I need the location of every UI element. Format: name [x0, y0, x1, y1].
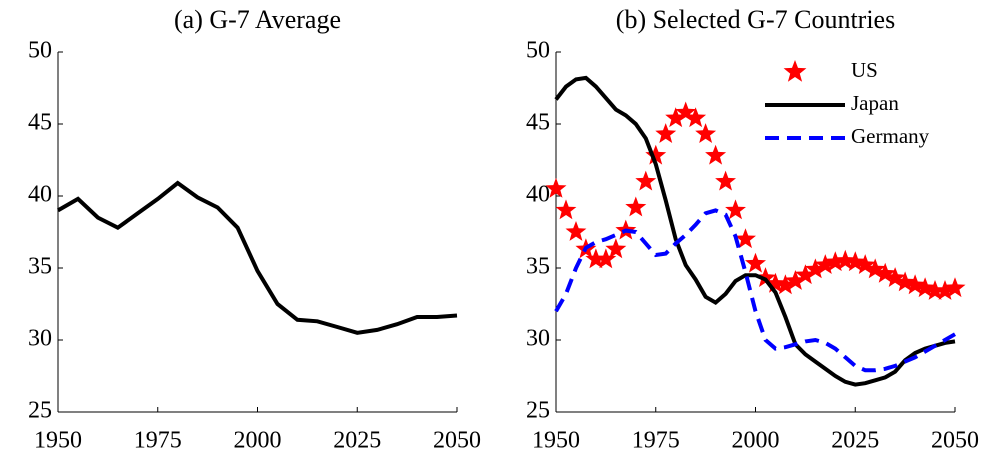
y-tick-label: 40: [526, 182, 550, 208]
star-marker: [804, 258, 826, 279]
star-marker: [775, 274, 796, 295]
chart-title: (a) G-7 Average: [174, 5, 341, 34]
y-tick-label: 45: [28, 110, 52, 136]
star-marker: [884, 267, 906, 287]
x-tick-label: 2050: [931, 428, 979, 454]
x-tick-label: 1975: [632, 428, 680, 454]
star-marker: [645, 144, 667, 165]
star-marker: [765, 272, 786, 293]
star-marker: [934, 280, 956, 300]
star-marker: [595, 248, 617, 269]
star-marker: [585, 248, 607, 269]
y-tick-label: 50: [526, 38, 550, 64]
star-marker: [814, 254, 836, 274]
star-marker: [924, 280, 946, 300]
star-marker: [844, 251, 866, 272]
x-tick-label: 2050: [433, 428, 481, 454]
y-tick-label: 40: [28, 182, 52, 208]
star-marker: [605, 238, 627, 259]
x-tick-label: 1950: [34, 428, 82, 454]
y-tick-label: 50: [28, 38, 52, 64]
y-tick-label: 30: [526, 326, 550, 352]
star-marker: [685, 107, 707, 128]
star-marker: [695, 123, 717, 143]
star-marker: [705, 144, 727, 165]
chart-title: (b) Selected G-7 Countries: [616, 5, 895, 34]
series-line: [554, 75, 956, 387]
star-marker: [665, 107, 687, 128]
star-marker: [715, 170, 736, 191]
x-tick-label: 2025: [333, 428, 381, 454]
x-tick-label: 2000: [234, 428, 282, 454]
star-marker: [675, 101, 697, 122]
y-tick-label: 45: [526, 110, 550, 136]
star-marker: [745, 252, 766, 273]
legend-label: US: [851, 58, 878, 82]
star-marker: [914, 277, 936, 298]
y-tick-label: 30: [28, 326, 52, 352]
y-tick-label: 25: [526, 398, 550, 424]
x-tick-label: 2025: [831, 428, 879, 454]
legend-label: Germany: [851, 124, 930, 148]
star-marker: [635, 170, 657, 191]
star-marker: [725, 199, 746, 220]
star-marker: [904, 274, 926, 295]
x-tick-label: 1950: [532, 428, 580, 454]
star-marker: [824, 251, 846, 272]
star-marker: [625, 196, 647, 217]
star-marker: [784, 270, 806, 290]
star-marker: [874, 262, 896, 283]
star-marker: [755, 267, 776, 287]
series-line: [57, 180, 458, 335]
x-tick-label: 2000: [732, 428, 780, 454]
star-marker: [735, 228, 756, 249]
x-tick-label: 1975: [134, 428, 182, 454]
star-marker: [794, 264, 816, 285]
star-marker: [944, 277, 966, 298]
y-tick-label: 35: [28, 254, 52, 280]
legend-marker: [783, 60, 807, 82]
legend-label: Japan: [851, 91, 899, 115]
star-marker: [655, 123, 677, 143]
y-tick-label: 25: [28, 398, 52, 424]
star-marker: [894, 271, 916, 292]
star-marker: [854, 254, 876, 274]
star-marker: [864, 258, 886, 279]
series-line: [554, 208, 957, 373]
star-marker: [565, 221, 587, 241]
star-marker: [545, 177, 567, 198]
star-marker: [834, 249, 856, 270]
star-marker: [555, 199, 577, 220]
y-tick-label: 35: [526, 254, 550, 280]
